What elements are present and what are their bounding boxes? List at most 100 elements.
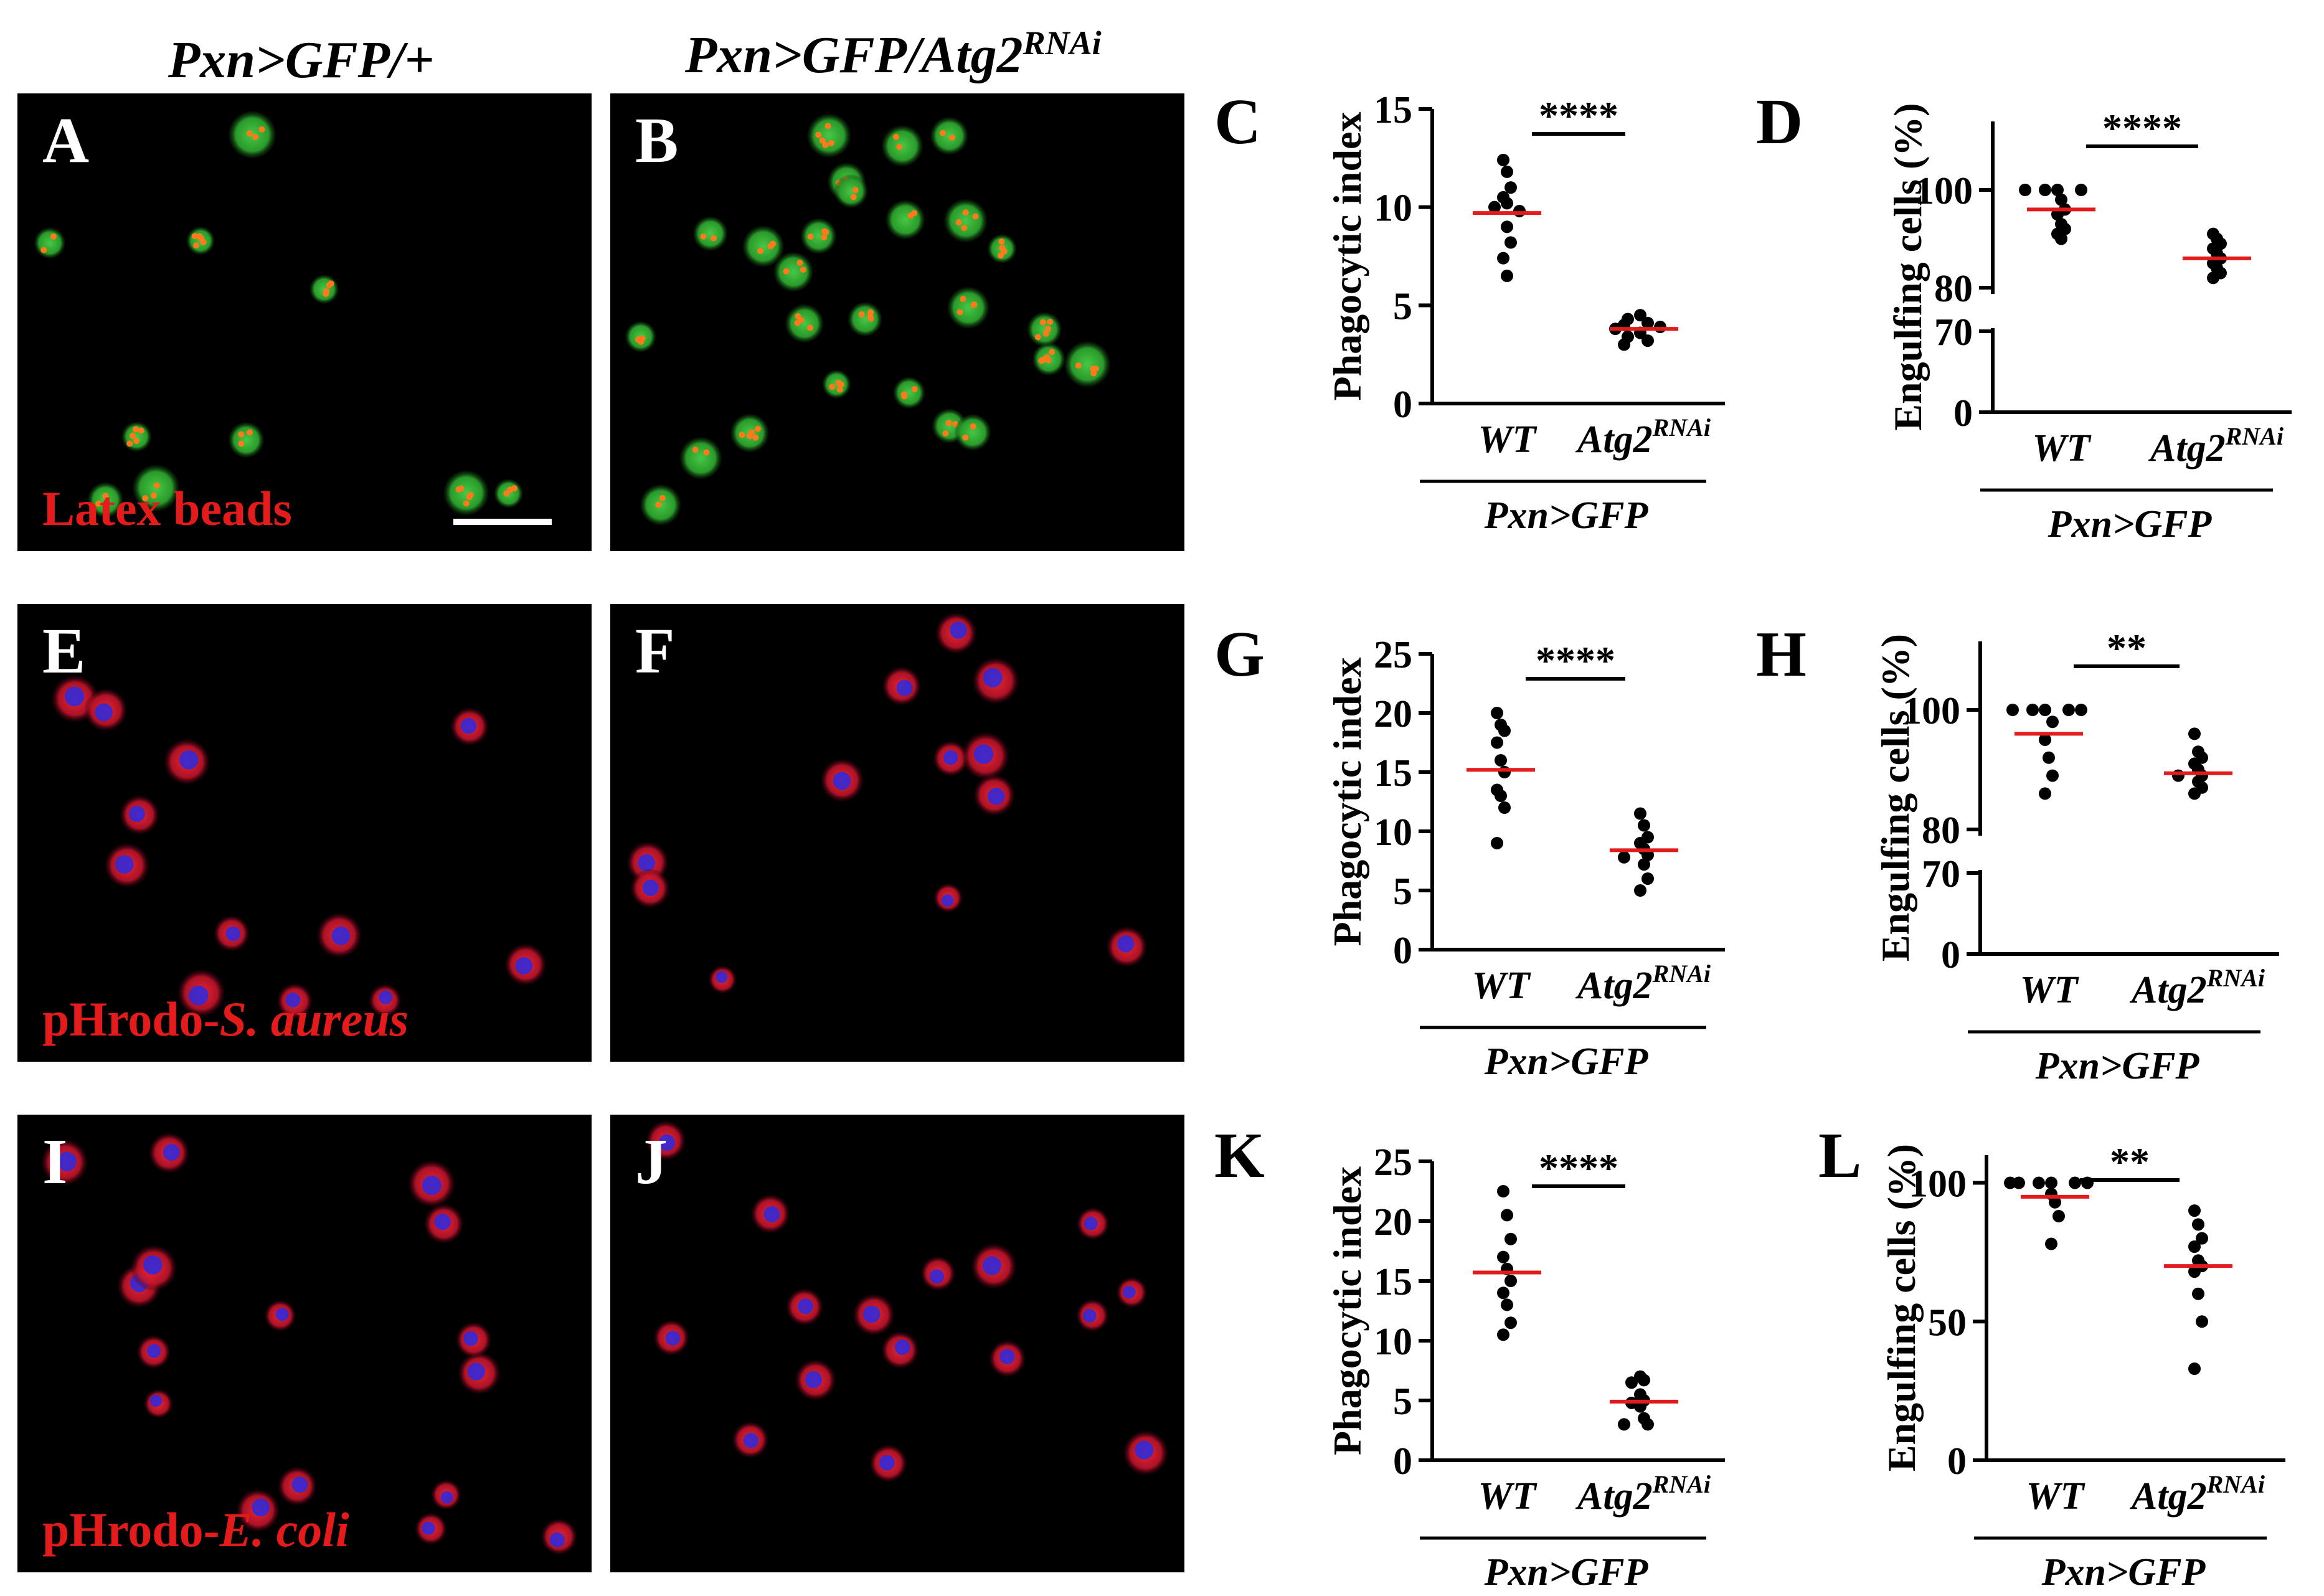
data-point	[1501, 1298, 1513, 1311]
x-category-label: Atg2RNAi	[2129, 964, 2265, 1011]
cell	[265, 1300, 296, 1331]
data-point	[1498, 766, 1511, 778]
cell	[834, 174, 868, 208]
micrograph-panel-a: A Latex beads	[17, 93, 592, 551]
cell	[131, 1245, 177, 1291]
cell	[228, 422, 264, 458]
data-point	[2013, 1176, 2025, 1189]
y-tick-label: 5	[1393, 285, 1412, 328]
cell	[881, 1331, 919, 1369]
y-tick-label: 100	[1902, 690, 1960, 732]
data-point	[2055, 232, 2067, 245]
y-tick-label: 15	[1374, 89, 1412, 131]
x-axis-label: Pxn>GFP	[1484, 1551, 1649, 1594]
y-tick-label: 15	[1374, 1261, 1412, 1303]
data-point	[2026, 704, 2039, 716]
data-point	[2075, 184, 2087, 196]
cell	[989, 1340, 1026, 1377]
data-point	[1504, 236, 1517, 249]
cell	[971, 1244, 1016, 1289]
micrograph-caption: pHrodo-S. aureus	[42, 992, 409, 1046]
data-point	[1641, 316, 1654, 329]
cell	[1123, 1430, 1168, 1475]
cell	[955, 414, 991, 451]
data-point	[2172, 769, 2185, 782]
data-point	[2069, 1176, 2081, 1189]
data-point	[2196, 1315, 2208, 1328]
x-axis-label: Pxn>GFP	[1484, 1041, 1649, 1083]
data-point	[2039, 704, 2051, 716]
significance-label: ****	[2102, 106, 2182, 150]
cell	[795, 1359, 836, 1400]
data-point	[1501, 165, 1513, 178]
cell	[742, 225, 784, 267]
cell	[164, 739, 210, 785]
data-point	[2046, 769, 2059, 782]
cell	[277, 983, 313, 1019]
data-point	[1634, 309, 1646, 322]
data-point	[2188, 727, 2201, 740]
y-tick-label: 25	[1374, 634, 1412, 676]
cell	[920, 1256, 955, 1291]
data-point	[2207, 272, 2219, 285]
data-point	[2196, 1232, 2208, 1245]
micrograph-background	[17, 604, 592, 1062]
y-tick-label: 0	[1393, 1440, 1412, 1483]
cell	[786, 1288, 823, 1326]
y-tick-label: 10	[1374, 187, 1412, 230]
cell	[693, 216, 728, 251]
x-axis-label: Pxn>GFP	[2041, 1551, 2206, 1594]
cell	[541, 1519, 577, 1555]
data-point	[2039, 184, 2051, 196]
cell	[214, 915, 250, 951]
y-tick-label: 0	[1393, 930, 1412, 972]
y-tick-label: 100	[1915, 170, 1973, 212]
cell	[409, 1160, 455, 1207]
cell	[149, 1133, 189, 1173]
data-point	[1491, 837, 1503, 849]
cell	[625, 321, 656, 352]
panel-letter: I	[42, 1126, 67, 1197]
cell	[451, 707, 489, 745]
cell	[1117, 1277, 1147, 1308]
data-point	[1638, 819, 1650, 832]
cell	[120, 795, 159, 834]
cell	[933, 741, 968, 777]
cell	[853, 1294, 895, 1336]
y-axis-label: Engulfing cells (%)	[1873, 634, 1917, 961]
cell	[848, 302, 882, 336]
y-tick-label: 20	[1374, 693, 1412, 735]
cell	[431, 1480, 461, 1510]
micrograph-background	[17, 93, 592, 551]
y-tick-label: 80	[1934, 268, 1973, 310]
cell	[935, 613, 976, 654]
data-point	[1641, 334, 1654, 347]
y-tick-label: 15	[1374, 752, 1412, 795]
y-axis-label: Phagocytic index	[1325, 658, 1369, 947]
y-tick-label: 80	[1922, 810, 1960, 852]
data-point	[2051, 184, 2064, 196]
cell	[646, 1121, 686, 1160]
data-point	[2045, 1237, 2057, 1250]
cell	[317, 913, 362, 958]
data-point	[2006, 704, 2019, 716]
data-point	[1513, 204, 1526, 217]
significance-label: **	[2110, 1140, 2150, 1184]
data-point	[2004, 1176, 2016, 1189]
data-point	[2039, 734, 2051, 746]
cell	[709, 965, 737, 994]
micrograph-panel-f: F	[610, 604, 1184, 1062]
cell	[504, 944, 546, 985]
cell	[177, 970, 225, 1017]
significance-label: ****	[1539, 1146, 1618, 1190]
panel-letter: G	[1214, 618, 1265, 690]
panel-letter: L	[1818, 1120, 1861, 1191]
x-axis-label: Pxn>GFP	[2048, 503, 2213, 545]
data-point	[1501, 270, 1513, 283]
x-category-label: WT	[1472, 965, 1531, 1007]
data-point	[2039, 787, 2051, 800]
